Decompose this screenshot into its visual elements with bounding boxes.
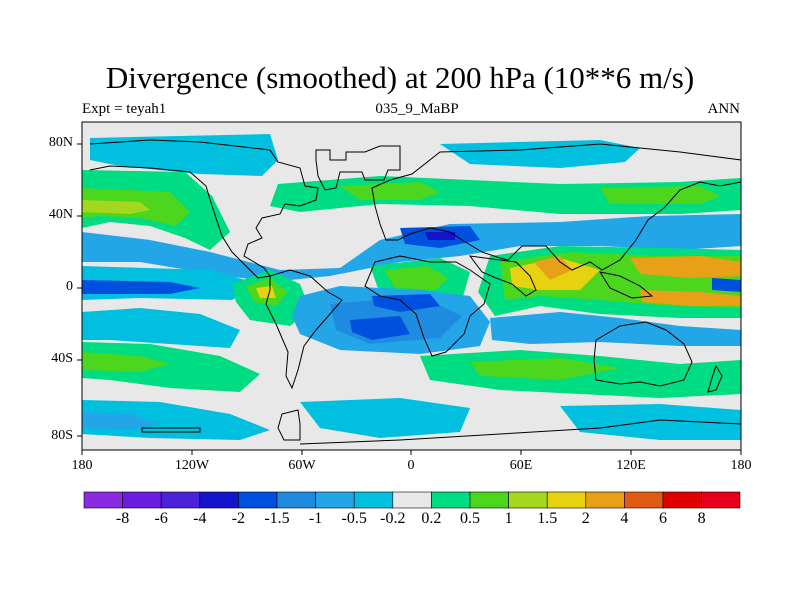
period-label: 035_9_MaBP: [375, 101, 459, 117]
colorbar-swatch-3: [160, 491, 201, 509]
southern-midlat-divergence-west: [82, 342, 260, 392]
lon-label-120w: 120W: [174, 458, 210, 473]
colorbar: [83, 491, 741, 509]
west-pacific-divergence-peak: [630, 256, 741, 278]
arabia-india-outline: [468, 255, 537, 297]
coastlines: [89, 139, 742, 445]
south-pacific-divergence-peak: [640, 290, 741, 306]
eurasia-convergence-peak: [425, 232, 455, 240]
africa-divergence-core: [384, 266, 448, 290]
antarctic-convergence-west: [82, 400, 270, 440]
lon-label-0: 0: [407, 458, 415, 473]
lon-label-60e: 60E: [509, 458, 533, 473]
lon-label-180e: 180: [730, 458, 752, 473]
southeast-asia-outline: [598, 271, 654, 299]
south-atlantic-convergence-peak: [372, 294, 440, 312]
colorbar-label-15: 6: [659, 510, 667, 527]
south-america-divergence-peak: [256, 286, 276, 298]
lat-label-0: 0: [66, 279, 73, 294]
australia-outline: [593, 321, 693, 387]
colorbar-label-1: -8: [115, 510, 130, 527]
axis-ticks: [77, 143, 742, 455]
season-label: ANN: [707, 101, 741, 117]
chart-title: Divergence (smoothed) at 200 hPa (10**6 …: [105, 60, 695, 95]
south-tropics-convergence-peak: [350, 316, 410, 340]
colorbar-swatch-5: [238, 491, 278, 509]
colorbar-label-6: -1: [308, 510, 323, 527]
colorbar-swatch-4: [199, 491, 239, 509]
eurasia-outline: [371, 143, 742, 271]
lat-label-40n: 40N: [48, 207, 73, 222]
southern-midlat-divergence-west-core: [82, 352, 170, 372]
colorbar-label-3: -4: [193, 510, 207, 527]
greenland-outline: [315, 145, 401, 191]
colorbar-label-5: -1.5: [264, 510, 290, 527]
colorbar-label-16: 8: [697, 510, 706, 527]
colorbar-label-11: 1: [504, 510, 513, 527]
lon-label-180w: 180: [71, 458, 93, 473]
colorbar-swatch-9: [392, 491, 432, 509]
colorbar-swatch-12: [508, 491, 548, 509]
south-america-outline: [265, 269, 343, 390]
colorbar-swatch-17: [701, 491, 741, 509]
colorbar-swatch-13: [546, 491, 587, 509]
antarctic-convergence-west-core: [82, 412, 160, 430]
colorbar-swatch-14: [585, 491, 625, 509]
colorbar-label-7: -0.5: [341, 510, 367, 527]
south-pacific-convergence: [82, 308, 240, 348]
colorbar-label-14: 4: [620, 510, 629, 527]
lon-label-120e: 120E: [616, 458, 646, 473]
colorbar-swatch-15: [624, 491, 664, 509]
colorbar-label-9: 0.2: [421, 510, 442, 527]
divergence-field: [82, 122, 741, 450]
arctic-convergence-west: [90, 134, 278, 176]
antarctic-peninsula-outline: [277, 409, 301, 441]
colorbar-swatch-2: [122, 491, 162, 509]
antarctic-convergence-east: [560, 404, 741, 440]
colorbar-label-2: -6: [154, 510, 168, 527]
colorbar-label-10: 0.5: [460, 510, 480, 527]
colorbar-label-4: -2: [231, 510, 246, 527]
new-zealand-outline: [707, 364, 723, 393]
lat-label-40s: 40S: [51, 351, 73, 366]
dateline-convergence-strip: [712, 278, 741, 292]
north-pacific-divergence-peak: [82, 200, 150, 214]
colorbar-swatch-10: [431, 491, 471, 509]
colorbar-label-12: 1.5: [537, 510, 558, 527]
lon-label-60w: 60W: [288, 458, 316, 473]
antarctic-convergence-center: [300, 398, 470, 438]
colorbar-swatch-11: [469, 491, 509, 509]
africa-outline: [364, 255, 491, 357]
colorbar-swatch-6: [276, 491, 316, 509]
north-atlantic-divergence-core: [340, 182, 440, 200]
indonesia-divergence-peak: [534, 256, 572, 280]
equatorial-convergence-strip: [82, 280, 200, 294]
north-convergence-band: [82, 214, 741, 282]
colorbar-label-8: -0.2: [380, 510, 406, 527]
lat-label-80n: 80N: [48, 135, 73, 150]
central-asia-divergence-core: [600, 186, 720, 204]
experiment-label: Expt = teyah1: [82, 101, 167, 117]
arctic-convergence-east: [440, 140, 640, 168]
colorbar-swatch-1: [83, 491, 123, 509]
antarctica-outline: [141, 419, 742, 445]
colorbar-swatch-7: [315, 491, 355, 509]
colorbar-label-13: 2: [581, 510, 590, 527]
lat-label-80s: 80S: [51, 428, 73, 443]
colorbar-swatch-8: [353, 491, 394, 509]
colorbar-swatch-16: [662, 491, 702, 509]
southern-midlat-divergence-east-core: [470, 358, 620, 380]
north-america-outline: [89, 139, 319, 279]
